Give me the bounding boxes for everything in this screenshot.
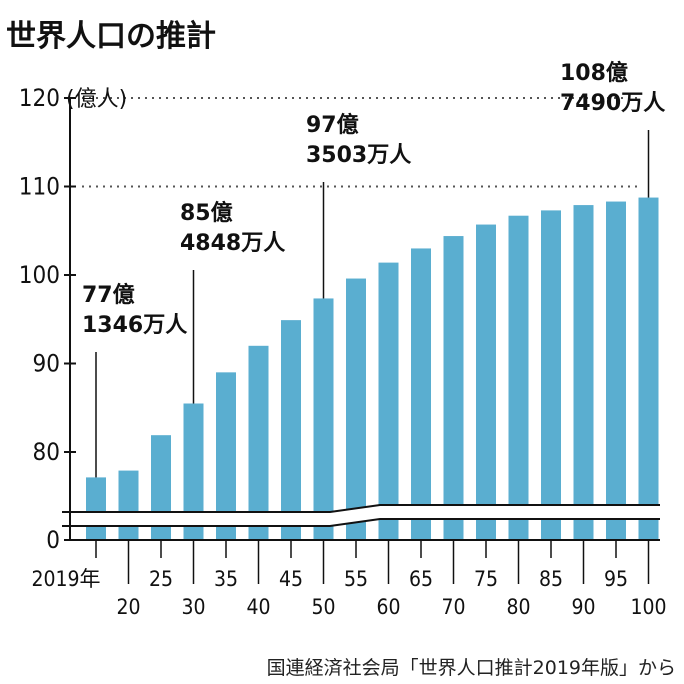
x-tick-label: 30 — [181, 595, 205, 619]
annotation-value-man: 4848万人 — [180, 231, 285, 256]
x-tick-label: 60 — [376, 595, 400, 619]
break-line-bottom — [62, 518, 660, 527]
bar — [183, 403, 204, 540]
x-tick-label: 90 — [571, 595, 595, 619]
bar — [606, 201, 626, 541]
bar — [313, 298, 334, 540]
y-tick-label: 120 — [19, 84, 60, 112]
y-axis: 0 80 90 100 110 120 (億人) — [19, 84, 127, 554]
break-band — [62, 505, 660, 526]
y-tick-label: 90 — [33, 350, 60, 378]
x-tick-label: 80 — [506, 595, 530, 619]
bar — [378, 262, 399, 540]
gridlines — [82, 97, 640, 188]
bars — [86, 197, 659, 541]
bar — [118, 470, 139, 540]
x-tick-label: 20 — [116, 595, 140, 619]
chart-title: 世界人口の推計 — [6, 19, 216, 54]
annotation-value-oku: 85億 — [180, 200, 233, 226]
x-tick-label: 75 — [474, 567, 498, 591]
bar — [638, 197, 659, 540]
x-tick-label: 25 — [149, 567, 173, 591]
bar — [346, 278, 366, 540]
bar — [443, 236, 464, 540]
bar — [508, 215, 529, 540]
y-tick-label: 80 — [33, 438, 60, 466]
annotation-value-oku: 108億 — [560, 60, 628, 86]
x-tick-label: 100 — [630, 595, 666, 619]
bar — [573, 205, 594, 540]
bar — [216, 372, 236, 540]
annotation-value-oku: 77億 — [82, 282, 135, 308]
x-tick-label: 40 — [246, 595, 270, 619]
axis-break — [62, 504, 660, 527]
x-tick-label: 95 — [604, 567, 628, 591]
break-line-top — [62, 504, 660, 513]
bar — [86, 477, 106, 540]
bar — [281, 320, 301, 540]
x-tick-label: 50 — [311, 595, 335, 619]
bar — [411, 248, 431, 540]
x-tick-label: 70 — [441, 595, 465, 619]
x-tick-label: 45 — [279, 567, 303, 591]
source-note: 国連経済社会局「世界人口推計2019年版」から — [267, 657, 676, 679]
x-tick-label: 55 — [344, 567, 368, 591]
bar — [248, 345, 269, 540]
y-tick-label: 100 — [19, 261, 60, 289]
bar — [476, 224, 496, 540]
annotation-value-oku: 97億 — [306, 112, 359, 138]
bar — [541, 210, 561, 540]
x-tick-label: 2019年 — [31, 567, 100, 591]
annotation-value-man: 3503万人 — [306, 143, 411, 168]
x-tick-label: 35 — [214, 567, 238, 591]
x-tick-label: 65 — [409, 567, 433, 591]
annotation-value-man: 7490万人 — [560, 91, 665, 116]
x-tick-label: 85 — [539, 567, 563, 591]
y-unit-label: (億人) — [66, 87, 127, 112]
y-tick-label: 110 — [19, 173, 60, 201]
annotation-value-man: 1346万人 — [82, 313, 187, 338]
y-tick-label: 0 — [46, 526, 60, 554]
annotations: 77億 1346万人 85億 4848万人 97億 3503万人 108億 7490万人 — [82, 60, 665, 478]
